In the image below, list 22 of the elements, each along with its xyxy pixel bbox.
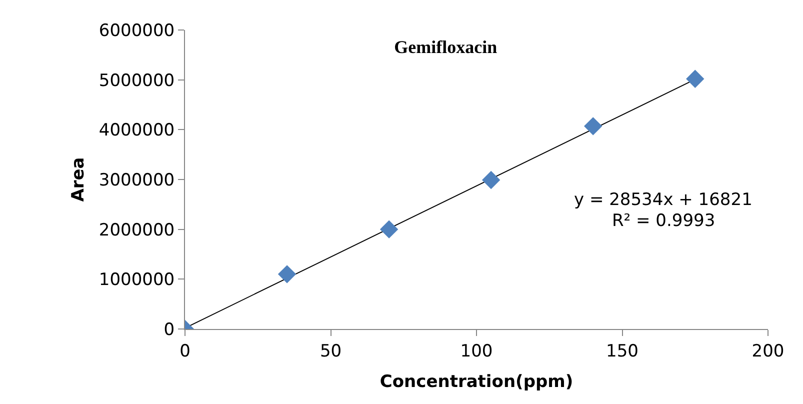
point [380,220,398,238]
y-tick-label: 4000000 [98,120,175,141]
chart-title: Gemifloxacin [394,37,498,57]
point [278,265,296,284]
x-tick-label: 0 [180,341,190,362]
y-tick-label: 1000000 [98,270,175,290]
y-tick-label: 6000000 [98,20,175,41]
annotation: R² = 0.9993 [612,211,716,231]
y-tick-label: 0 [164,320,175,340]
annotation: y = 28534x + 16821 [574,190,752,210]
x-tick-label: 150 [606,341,638,362]
x-tick-label: 200 [752,341,784,362]
point [584,117,602,136]
x-tick-label: 100 [460,341,493,362]
x-axis-title: Concentration(ppm) [380,372,574,392]
point [482,170,500,190]
point [686,70,704,88]
y-tick-label: 3000000 [98,170,175,190]
y-tick-label: 2000000 [98,220,175,240]
y-tick-label: 5000000 [98,70,175,91]
x-tick-label: 50 [320,341,342,362]
y-axis-title: Area [68,157,88,202]
